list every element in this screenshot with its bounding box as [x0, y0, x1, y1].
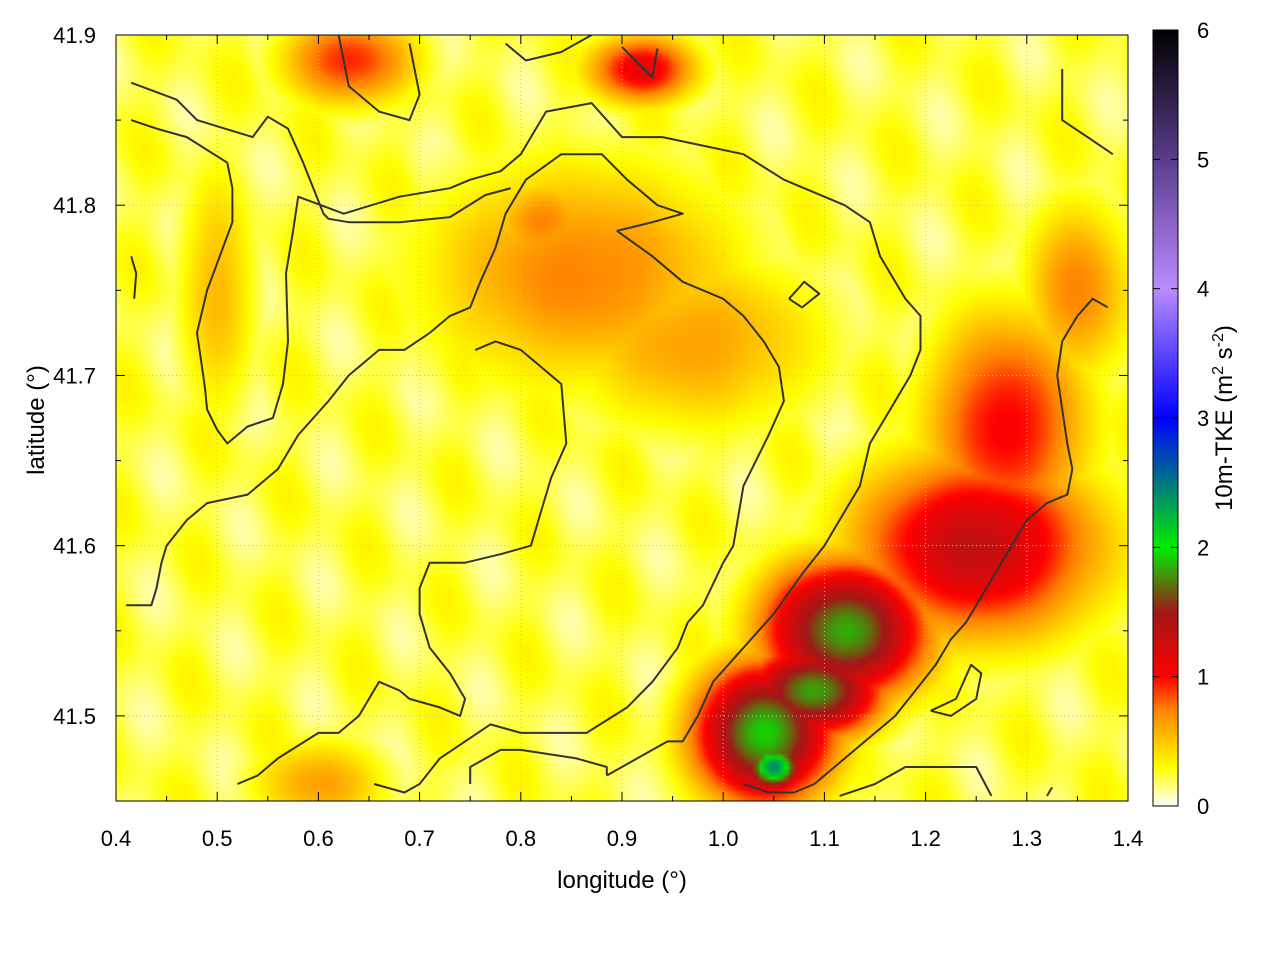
- x-tick-label: 0.8: [506, 826, 537, 851]
- colorbar-tick-label: 3: [1197, 406, 1209, 431]
- colorbar-tick-label: 4: [1197, 277, 1209, 302]
- colorbar-tick-labels: 0 1 2 3 4 5 6: [1197, 18, 1209, 819]
- x-tick-label: 1.4: [1113, 826, 1144, 851]
- y-axis-label: latitude (°): [23, 365, 50, 475]
- x-tick-label: 1.1: [809, 826, 840, 851]
- contour-line: [130, 81, 511, 224]
- contour-line: [930, 663, 983, 717]
- contour-line: [337, 35, 421, 122]
- contour-line: [743, 297, 1109, 794]
- axis-ticks: [115, 34, 1129, 802]
- y-tick-label: 41.9: [53, 23, 96, 48]
- contour-line: [237, 340, 568, 785]
- colorbar-tick-label: 0: [1197, 794, 1209, 819]
- y-tick-label: 41.6: [53, 534, 96, 559]
- x-tick-label: 0.4: [101, 826, 132, 851]
- tke-field: [116, 35, 1128, 801]
- y-tick-label: 41.7: [53, 363, 96, 388]
- x-tick-label: 0.7: [404, 826, 435, 851]
- x-tick-label: 1.0: [708, 826, 739, 851]
- contour-line: [469, 748, 608, 784]
- contour-line: [1046, 786, 1053, 797]
- x-tick-label: 1.2: [910, 826, 941, 851]
- y-tick-label: 41.5: [53, 704, 96, 729]
- colorbar-ticks: [1153, 29, 1178, 807]
- contour-line: [130, 102, 922, 777]
- x-tick-label: 0.5: [202, 826, 233, 851]
- x-tick-labels: 0.4 0.5 0.6 0.7 0.8 0.9 1.0 1.1 1.2 1.3 1.4: [101, 826, 1144, 851]
- colorbar-tick-label: 6: [1197, 18, 1209, 43]
- x-axis-label: longitude (°): [557, 867, 687, 894]
- colorbar-tick-label: 1: [1197, 665, 1209, 690]
- plot-area: 0.4 0.5 0.6 0.7 0.8 0.9 1.0 1.1 1.2 1.3 1.4 41.541…: [53, 23, 1143, 851]
- contour-line: [373, 229, 785, 794]
- y-tick-labels: 41.5 41.6 41.7 41.8 41.9: [53, 23, 96, 729]
- colorbar-tick-label: 2: [1197, 535, 1209, 560]
- contour-line: [504, 35, 593, 62]
- x-tick-label: 0.9: [607, 826, 638, 851]
- contour-line: [621, 46, 659, 79]
- x-tick-label: 1.3: [1012, 826, 1043, 851]
- y-tick-label: 41.8: [53, 193, 96, 218]
- contour-line: [839, 766, 993, 797]
- colorbar-label: 10m-TKE (m2 s-2): [1210, 325, 1238, 511]
- contour-line: [1061, 69, 1114, 156]
- contour-line: [788, 280, 821, 309]
- x-tick-label: 0.6: [303, 826, 334, 851]
- contour-line: [130, 256, 138, 299]
- terrain-contours: [126, 35, 1114, 797]
- contour-line: [126, 153, 684, 607]
- colorbar: 0 1 2 3 4 5 6 10m-TKE (m2 s-2): [1152, 18, 1238, 819]
- colorbar-tick-label: 5: [1197, 147, 1209, 172]
